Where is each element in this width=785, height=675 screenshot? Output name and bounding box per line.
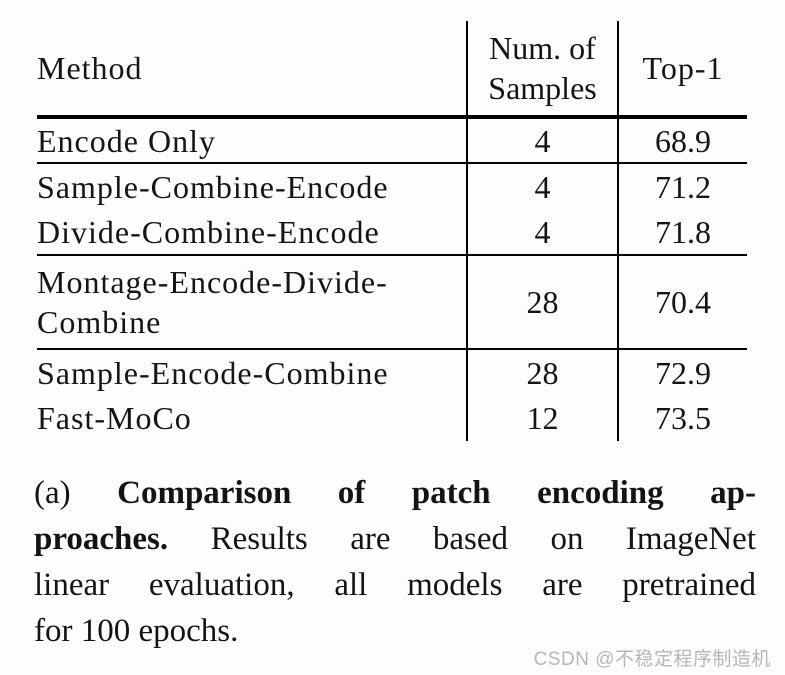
- watermark-text: CSDN @不稳定程序制造机: [533, 649, 771, 670]
- top1-cell: 68.9: [617, 117, 747, 164]
- table-row-fast-moco: Fast-MoCo 12 73.5: [37, 395, 747, 441]
- caption-line-1: (a) Comparison of patch encoding ap-: [34, 470, 756, 516]
- table-row-divide-combine-encode: Divide-Combine-Encode 4 71.8: [37, 209, 747, 256]
- method-cell: Encode Only: [37, 117, 467, 164]
- figure-caption: (a) Comparison of patch encoding ap- pro…: [34, 470, 756, 654]
- table-row-montage-encode-divide-combine: Montage-Encode-Divide-Combine 28 70.4: [37, 255, 747, 350]
- col-header-top1: Top-1: [617, 21, 747, 119]
- col-header-num-samples-line1: Num. of: [489, 30, 596, 66]
- samples-cell: 28: [466, 255, 618, 350]
- samples-cell: 4: [466, 117, 618, 164]
- top1-cell: 72.9: [617, 349, 747, 395]
- method-cell: Fast-MoCo: [37, 400, 192, 436]
- caption-line-2: proaches. Results are based on ImageNet: [34, 516, 756, 562]
- results-table: Method Num. of Samples Top-1 Encode Only…: [37, 21, 747, 441]
- method-cell: Montage-Encode-Divide-Combine: [37, 255, 467, 350]
- samples-cell: 28: [466, 349, 618, 395]
- top1-cell: 70.4: [617, 255, 747, 350]
- table-header-row: Method Num. of Samples Top-1: [37, 21, 747, 119]
- table-row-sample-encode-combine: Sample-Encode-Combine 28 72.9: [37, 349, 747, 395]
- top1-cell: 71.8: [617, 209, 747, 256]
- col-header-method: Method: [37, 21, 467, 119]
- table-row-encode-only: Encode Only 4 68.9: [37, 117, 747, 164]
- caption-line-4: for 100 epochs.: [34, 613, 239, 649]
- caption-label: (a): [34, 475, 118, 511]
- samples-cell: 12: [466, 395, 618, 441]
- method-cell: Sample-Encode-Combine: [37, 354, 389, 391]
- caption-body-text: Results are based on ImageNet: [168, 521, 756, 557]
- table-row-sample-combine-encode: Sample-Combine-Encode 4 71.2: [37, 163, 747, 209]
- method-cell: Sample-Combine-Encode: [37, 168, 389, 205]
- col-header-num-samples-line2: Samples: [488, 70, 597, 106]
- caption-bold-title: Comparison of patch encoding ap-: [117, 475, 756, 511]
- top1-cell: 71.2: [617, 163, 747, 209]
- method-cell: Divide-Combine-Encode: [37, 209, 467, 256]
- top1-cell: 73.5: [617, 395, 747, 441]
- col-header-num-samples: Num. of Samples: [466, 21, 618, 119]
- caption-line-3: linear evaluation, all models are pretra…: [34, 567, 756, 603]
- caption-bold-title-continued: proaches.: [34, 521, 169, 557]
- samples-cell: 4: [466, 209, 618, 256]
- samples-cell: 4: [466, 163, 618, 209]
